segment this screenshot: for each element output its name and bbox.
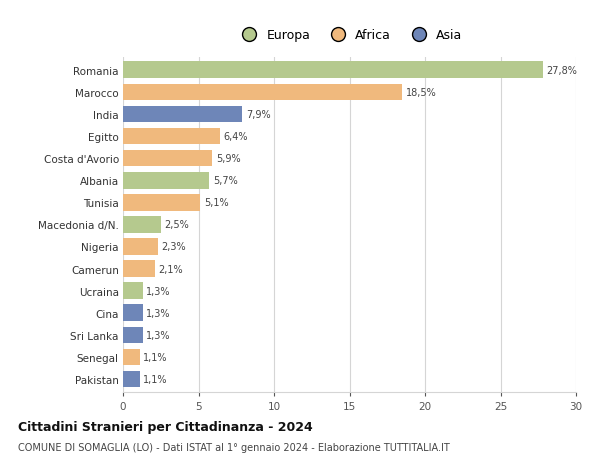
Text: 5,7%: 5,7% bbox=[213, 176, 238, 186]
Text: 2,3%: 2,3% bbox=[161, 242, 186, 252]
Text: 1,3%: 1,3% bbox=[146, 286, 171, 296]
Text: 1,1%: 1,1% bbox=[143, 374, 168, 384]
Text: 18,5%: 18,5% bbox=[406, 88, 437, 98]
Text: 7,9%: 7,9% bbox=[246, 110, 271, 120]
Bar bbox=[123, 371, 140, 387]
Text: 2,5%: 2,5% bbox=[164, 220, 189, 230]
Bar bbox=[123, 129, 220, 145]
Bar bbox=[123, 195, 200, 211]
Text: 5,1%: 5,1% bbox=[204, 198, 229, 208]
Bar bbox=[123, 327, 143, 343]
Legend: Europa, Africa, Asia: Europa, Africa, Asia bbox=[233, 25, 466, 45]
Bar bbox=[123, 173, 209, 189]
Bar bbox=[123, 261, 155, 277]
Bar bbox=[123, 106, 242, 123]
Text: 1,3%: 1,3% bbox=[146, 330, 171, 340]
Bar bbox=[123, 349, 140, 365]
Text: 6,4%: 6,4% bbox=[223, 132, 248, 142]
Text: 1,1%: 1,1% bbox=[143, 352, 168, 362]
Bar bbox=[123, 217, 161, 233]
Text: 27,8%: 27,8% bbox=[547, 66, 577, 76]
Text: COMUNE DI SOMAGLIA (LO) - Dati ISTAT al 1° gennaio 2024 - Elaborazione TUTTITALI: COMUNE DI SOMAGLIA (LO) - Dati ISTAT al … bbox=[18, 442, 450, 452]
Text: Cittadini Stranieri per Cittadinanza - 2024: Cittadini Stranieri per Cittadinanza - 2… bbox=[18, 420, 313, 433]
Text: 5,9%: 5,9% bbox=[216, 154, 241, 164]
Text: 2,1%: 2,1% bbox=[158, 264, 183, 274]
Bar bbox=[123, 151, 212, 167]
Bar bbox=[123, 283, 143, 299]
Bar bbox=[123, 62, 543, 79]
Bar bbox=[123, 239, 158, 255]
Bar bbox=[123, 305, 143, 321]
Text: 1,3%: 1,3% bbox=[146, 308, 171, 318]
Bar bbox=[123, 84, 403, 101]
